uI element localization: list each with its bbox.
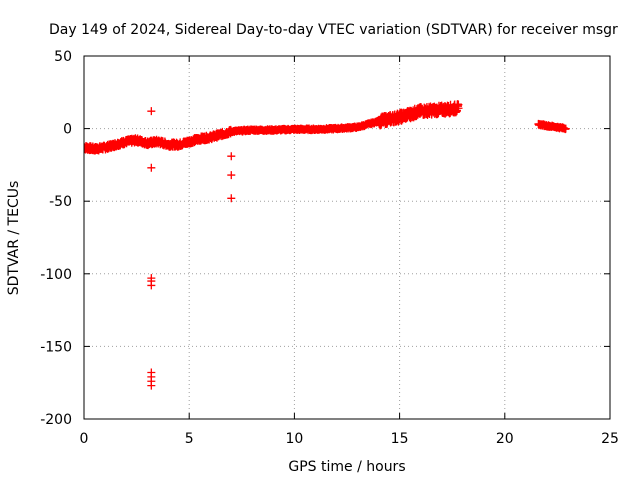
outlier-point bbox=[227, 171, 236, 180]
data-point bbox=[164, 140, 173, 149]
x-tick-label: 0 bbox=[80, 431, 89, 447]
x-tick-label: 10 bbox=[285, 431, 303, 447]
y-tick-label: 50 bbox=[54, 49, 72, 65]
data-point bbox=[111, 140, 120, 149]
data-point bbox=[542, 121, 551, 130]
plot-frame bbox=[83, 55, 611, 420]
data-point bbox=[90, 144, 99, 153]
data-point bbox=[195, 134, 204, 143]
data-points bbox=[84, 100, 570, 390]
outlier-point bbox=[227, 194, 236, 203]
data-point bbox=[374, 117, 383, 126]
data-point bbox=[143, 139, 152, 148]
y-tick-label: -150 bbox=[40, 339, 72, 355]
y-tick-label: 0 bbox=[63, 122, 72, 138]
x-tick-label: 25 bbox=[601, 431, 619, 447]
axis-ticks: 0 5 10 15 20 25 50 0 -50 -100 -150 -200 bbox=[40, 49, 619, 447]
data-point bbox=[561, 124, 570, 133]
y-axis-label: SDTVAR / TECUs bbox=[6, 181, 22, 296]
data-point bbox=[353, 123, 362, 132]
data-point bbox=[237, 126, 246, 135]
outlier-point bbox=[147, 163, 156, 172]
data-point bbox=[395, 112, 404, 121]
data-point bbox=[534, 120, 543, 129]
data-point bbox=[248, 126, 257, 135]
outlier-point bbox=[147, 381, 156, 390]
x-tick-label: 15 bbox=[391, 431, 409, 447]
x-tick-label: 20 bbox=[496, 431, 514, 447]
x-axis-label: GPS time / hours bbox=[288, 459, 405, 475]
y-tick-label: -50 bbox=[49, 194, 72, 210]
data-point bbox=[153, 137, 162, 146]
outlier-point bbox=[147, 281, 156, 290]
data-point bbox=[553, 123, 562, 132]
data-point bbox=[185, 137, 194, 146]
data-point bbox=[290, 125, 299, 134]
chart-title: Day 149 of 2024, Sidereal Day-to-day VTE… bbox=[49, 22, 618, 38]
outlier-point bbox=[147, 107, 156, 116]
data-point bbox=[132, 136, 141, 145]
data-point bbox=[311, 125, 320, 134]
data-point bbox=[437, 105, 446, 114]
data-point bbox=[227, 127, 236, 136]
data-point bbox=[416, 107, 425, 116]
data-point bbox=[174, 140, 183, 149]
y-tick-label: -100 bbox=[40, 267, 72, 283]
x-tick-label: 5 bbox=[185, 431, 194, 447]
data-point bbox=[332, 124, 341, 133]
data-point bbox=[454, 104, 463, 113]
data-point bbox=[269, 126, 278, 135]
data-point bbox=[206, 133, 215, 142]
data-point bbox=[84, 143, 88, 152]
data-point bbox=[216, 130, 225, 139]
data-point bbox=[122, 137, 131, 146]
outlier-point bbox=[227, 152, 236, 161]
y-tick-label: -200 bbox=[40, 412, 72, 428]
data-point bbox=[101, 143, 110, 152]
grid-lines bbox=[84, 56, 610, 419]
